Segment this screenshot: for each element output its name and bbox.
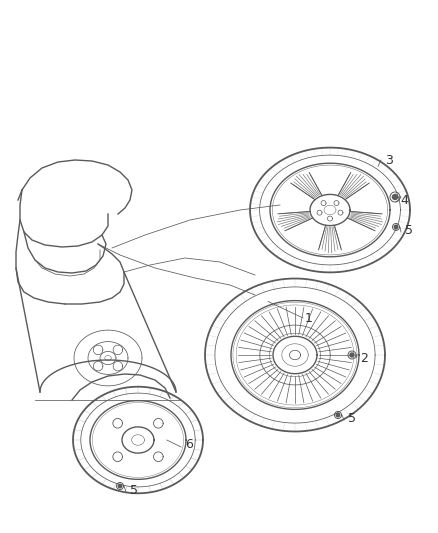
Text: 3: 3 [385,154,393,166]
Polygon shape [394,225,398,229]
Polygon shape [392,195,398,199]
Text: 5: 5 [348,411,356,424]
Text: 6: 6 [185,439,193,451]
Text: 1: 1 [305,311,313,325]
Polygon shape [350,353,354,357]
Text: 5: 5 [405,223,413,237]
Text: 5: 5 [130,483,138,497]
Polygon shape [118,484,122,488]
Text: 4: 4 [400,193,408,206]
Text: 2: 2 [360,351,368,365]
Polygon shape [336,413,340,417]
